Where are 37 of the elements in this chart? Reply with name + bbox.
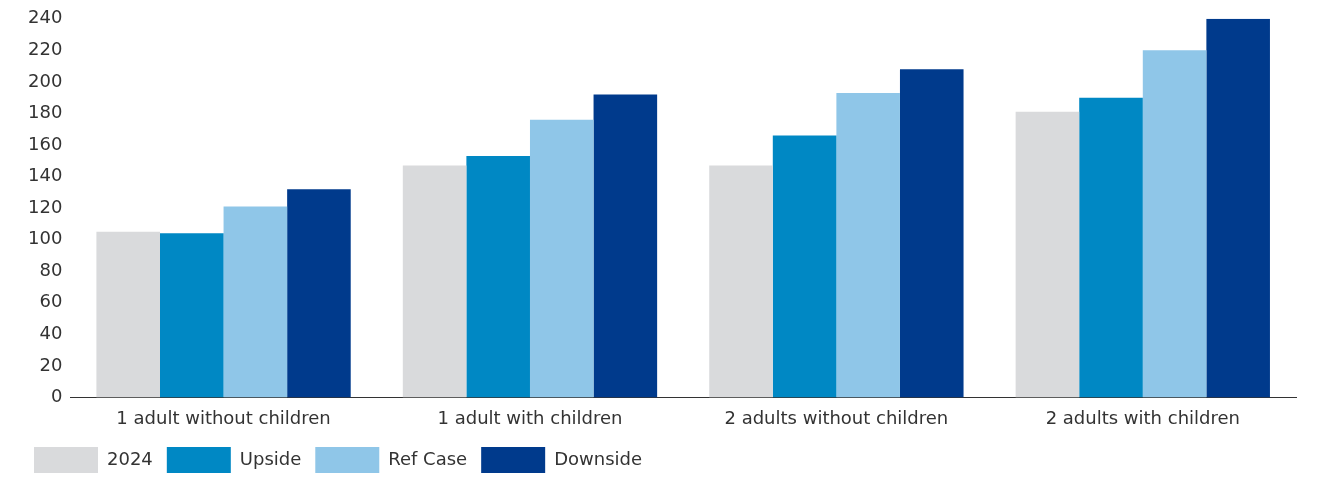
bar bbox=[836, 92, 900, 398]
bar bbox=[1079, 97, 1143, 398]
legend-label: Upside bbox=[239, 447, 302, 469]
bar bbox=[1015, 111, 1080, 398]
bar bbox=[593, 94, 658, 398]
bar bbox=[159, 233, 224, 398]
y-tick-label: 60 bbox=[39, 290, 63, 312]
y-tick-label: 20 bbox=[39, 353, 63, 375]
y-tick-label: 240 bbox=[28, 6, 63, 28]
y-tick-label: 0 bbox=[50, 385, 63, 407]
y-tick-label: 40 bbox=[39, 321, 63, 343]
legend-label: Ref Case bbox=[388, 447, 468, 469]
y-tick-label: 220 bbox=[28, 38, 63, 60]
bar bbox=[899, 69, 964, 398]
bar bbox=[1206, 18, 1270, 398]
legend-label: 2024 bbox=[107, 447, 153, 469]
x-tick-label: 2 adults with children bbox=[1045, 406, 1240, 428]
y-tick-label: 160 bbox=[28, 132, 63, 154]
y-tick-label: 120 bbox=[28, 195, 63, 217]
y-tick-label: 200 bbox=[28, 69, 63, 91]
bar bbox=[287, 189, 351, 398]
bar bbox=[529, 119, 594, 398]
x-tick-label: 1 adult without children bbox=[116, 406, 331, 428]
legend-label: Downside bbox=[554, 447, 643, 469]
y-tick-label: 100 bbox=[28, 227, 63, 249]
bar bbox=[772, 135, 837, 398]
bar bbox=[466, 156, 530, 398]
x-tick-label: 1 adult with children bbox=[437, 406, 623, 428]
bar bbox=[709, 165, 773, 398]
bar bbox=[96, 231, 160, 398]
y-tick-label: 180 bbox=[28, 101, 63, 123]
bar bbox=[1142, 50, 1207, 398]
y-tick-label: 140 bbox=[28, 164, 63, 186]
bar bbox=[402, 165, 467, 398]
y-tick-label: 80 bbox=[39, 258, 63, 280]
x-tick-label: 2 adults without children bbox=[724, 406, 949, 428]
bar bbox=[223, 206, 288, 398]
